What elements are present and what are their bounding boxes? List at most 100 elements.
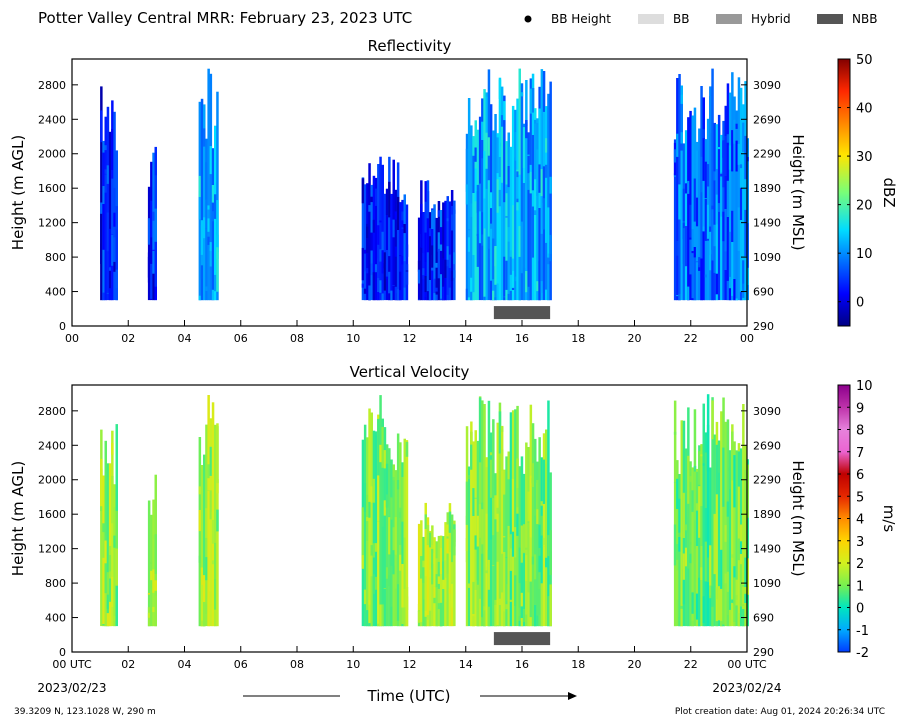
data-segment [381,604,384,627]
data-segment [439,548,443,574]
data-column [100,429,103,627]
data-segment [726,501,730,517]
data-segment [198,295,202,301]
data-segment [209,446,213,476]
data-column [717,440,721,627]
data-segment [203,217,206,239]
data-segment [511,287,515,290]
data-segment [424,576,427,611]
data-segment [377,520,380,522]
plot-frame [71,384,748,653]
data-segment [511,522,515,557]
data-column [735,450,738,627]
data-column [442,202,445,301]
data-segment [106,613,110,627]
data-segment [715,444,719,495]
data-segment [702,129,705,139]
data-segment [700,258,703,301]
data-segment [426,615,430,621]
data-column [394,189,398,301]
data-segment [444,559,447,578]
data-segment [476,515,480,547]
data-segment [437,603,441,610]
data-segment [520,221,524,248]
data-segment [545,242,548,290]
x-tick-label: 12 [403,658,417,671]
data-segment [439,227,443,245]
data-column [509,412,513,627]
data-segment [509,290,513,301]
data-segment [448,511,452,533]
data-column [207,395,210,627]
data-segment [100,110,103,143]
data-segment [525,120,528,139]
colorbar-tick-label: 1 [856,579,864,594]
data-segment [374,431,378,436]
y-tick-label: 2800 [38,405,66,418]
data-segment [715,587,719,600]
data-segment [152,606,155,613]
data-segment [366,268,369,274]
data-segment [536,479,539,510]
data-segment [695,471,699,504]
data-segment [525,271,528,293]
y-right-tick-label: 3090 [753,405,781,418]
data-segment [383,252,387,269]
data-segment [424,616,427,627]
data-column [715,421,719,627]
data-segment [207,236,210,245]
data-segment [673,524,677,566]
data-segment [702,430,705,464]
colorbar-tick-label: 0 [856,296,864,311]
data-segment [211,511,215,520]
data-segment [374,264,378,271]
data-segment [467,297,471,301]
data-segment [733,119,736,144]
data-segment [150,570,153,589]
data-segment [704,161,708,199]
data-segment [426,524,430,546]
data-segment [525,547,528,550]
data-segment [720,173,723,177]
data-segment [361,247,365,281]
x-tick-label: 00 UTC [727,658,767,671]
data-segment [545,164,548,178]
data-segment [102,525,105,558]
data-segment [724,209,727,260]
data-segment [467,583,471,588]
data-segment [684,524,688,531]
data-segment [496,531,499,562]
data-segment [542,545,546,547]
data-column [545,106,548,301]
data-segment [735,579,738,608]
data-column [511,105,515,301]
data-segment [673,431,677,435]
data-segment [702,463,705,466]
data-segment [214,274,217,292]
data-column [728,450,732,627]
data-segment [496,179,499,213]
data-segment [682,553,686,580]
legend-label: NBB [852,12,877,26]
data-segment [531,463,535,487]
data-column [448,503,452,627]
data-columns [100,68,749,301]
x-tick-label: 14 [459,332,473,345]
data-segment [150,263,153,299]
data-segment [476,584,480,627]
data-column [673,400,677,627]
data-segment [399,554,402,571]
data-column [106,463,110,627]
data-segment [106,212,110,252]
data-segment [525,614,528,627]
data-column [428,530,432,627]
data-segment [698,271,701,301]
data-column [428,212,432,301]
data-segment [728,145,732,170]
data-segment [453,252,456,265]
data-column [496,422,499,627]
data-segment [392,219,395,238]
x-tick-label: 02 [121,332,135,345]
data-segment [735,605,738,619]
